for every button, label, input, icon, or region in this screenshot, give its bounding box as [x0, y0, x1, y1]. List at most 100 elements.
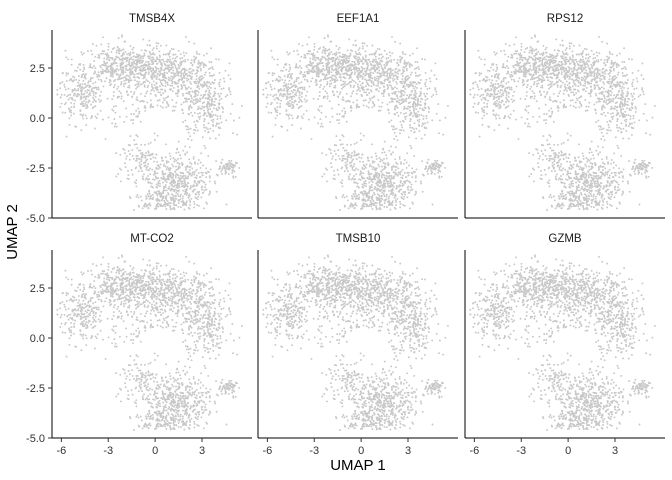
scatter-point [371, 181, 374, 184]
scatter-point [119, 62, 122, 65]
scatter-point [113, 58, 116, 61]
scatter-point [323, 49, 326, 52]
scatter-point [405, 83, 408, 86]
scatter-point [294, 100, 297, 103]
scatter-point [132, 76, 135, 78]
scatter-point [137, 170, 140, 173]
scatter-point [184, 166, 187, 169]
scatter-point [342, 76, 345, 79]
scatter-point [136, 99, 139, 102]
scatter-point [411, 85, 414, 88]
scatter-point [124, 162, 126, 165]
scatter-point [80, 76, 83, 79]
scatter-point [59, 87, 62, 90]
scatter-point [341, 182, 343, 185]
scatter-point [541, 62, 544, 65]
scatter-point [156, 186, 159, 189]
scatter-point [262, 93, 265, 96]
scatter-point [122, 61, 125, 64]
scatter-point [75, 89, 77, 92]
scatter-point [180, 103, 183, 106]
scatter-point [295, 80, 298, 83]
scatter-point [373, 178, 376, 181]
scatter-point [149, 197, 152, 200]
scatter-point [401, 174, 404, 177]
scatter-point [182, 51, 185, 54]
scatter-point [343, 114, 345, 117]
scatter-point [287, 53, 290, 56]
scatter-point [212, 68, 214, 71]
scatter-point [411, 188, 413, 191]
scatter-point [81, 73, 84, 76]
scatter-point [81, 93, 84, 96]
scatter-point [161, 79, 164, 82]
scatter-point [162, 181, 165, 184]
scatter-point [191, 63, 194, 66]
scatter-point [188, 173, 191, 176]
scatter-point [297, 53, 300, 56]
scatter-point [363, 168, 366, 170]
scatter-point [317, 67, 320, 70]
scatter-point [143, 106, 146, 109]
scatter-point [401, 182, 404, 185]
scatter-point [199, 64, 202, 66]
scatter-point [106, 67, 109, 70]
scatter-point [371, 100, 374, 103]
scatter-point [149, 106, 152, 109]
scatter-point [171, 82, 174, 85]
scatter-point [136, 135, 139, 138]
scatter-point [200, 62, 203, 65]
scatter-point [150, 103, 153, 106]
scatter-point [520, 42, 523, 45]
scatter-point [200, 196, 203, 199]
scatter-point [425, 92, 428, 95]
scatter-point [67, 94, 70, 97]
scatter-point [203, 117, 206, 120]
scatter-point [483, 58, 486, 61]
scatter-point [203, 124, 205, 127]
scatter-point [165, 77, 168, 80]
scatter-point [157, 182, 160, 185]
scatter-point [193, 206, 196, 209]
scatter-point [361, 82, 364, 85]
scatter-point [373, 52, 375, 55]
scatter-point [356, 103, 359, 106]
scatter-point [519, 61, 522, 64]
scatter-point [371, 106, 374, 109]
scatter-point [401, 193, 404, 196]
scatter-point [202, 191, 205, 194]
scatter-point [402, 129, 405, 132]
scatter-point [160, 62, 163, 65]
scatter-point [368, 92, 371, 95]
scatter-point [360, 93, 363, 96]
scatter-point [271, 72, 274, 75]
scatter-point [215, 190, 218, 193]
scatter-point [176, 71, 178, 74]
scatter-point [357, 56, 359, 59]
scatter-point [139, 62, 142, 65]
scatter-point [342, 83, 345, 86]
scatter-point [221, 106, 224, 109]
scatter-point [217, 58, 220, 61]
scatter-point [153, 53, 156, 56]
scatter-point [409, 101, 412, 104]
scatter-point [158, 85, 161, 88]
scatter-point [294, 93, 296, 96]
scatter-point [401, 78, 404, 81]
scatter-point [285, 62, 288, 65]
scatter-point [174, 105, 177, 108]
scatter-point [377, 109, 380, 112]
scatter-point [406, 75, 409, 78]
scatter-point [120, 81, 123, 83]
scatter-point [184, 174, 187, 177]
scatter-point [381, 191, 384, 194]
scatter-point [338, 122, 340, 125]
scatter-point [160, 194, 163, 197]
scatter-point [143, 165, 146, 168]
scatter-point [165, 161, 168, 164]
scatter-point [176, 92, 179, 95]
scatter-point [73, 76, 76, 79]
scatter-point [223, 164, 225, 167]
scatter-point [270, 111, 273, 114]
scatter-point [153, 84, 156, 87]
